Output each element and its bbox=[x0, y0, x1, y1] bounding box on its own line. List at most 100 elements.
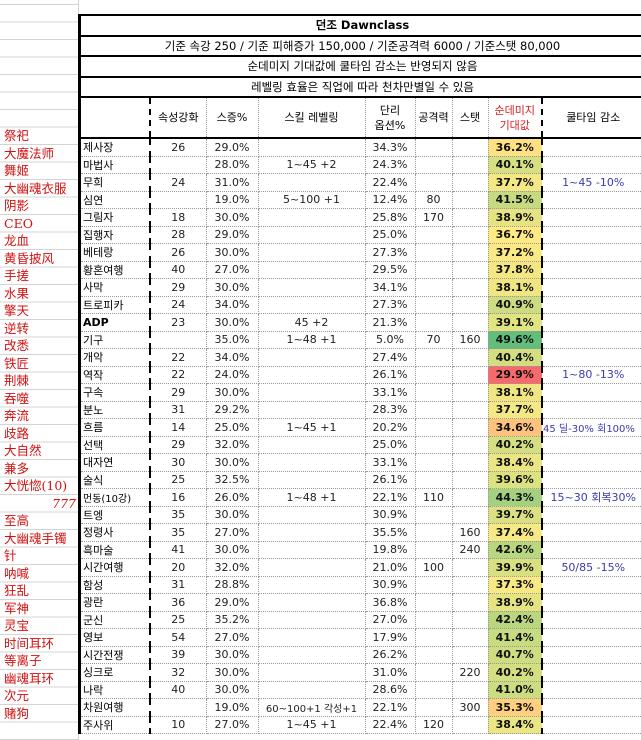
cell-elemental: 18 bbox=[150, 208, 207, 227]
cell-stat bbox=[452, 436, 489, 454]
cell-skill-leveling bbox=[258, 523, 366, 542]
cell-skill-pct: 34.0% bbox=[206, 348, 259, 367]
row-label: 等离子 bbox=[4, 653, 42, 668]
row-label: 荆棘 bbox=[4, 373, 30, 388]
cell-net-damage: 42.4% bbox=[488, 611, 543, 629]
cell-skill-leveling bbox=[258, 681, 366, 699]
row-label: 777 bbox=[52, 495, 76, 511]
cell-skill-leveling bbox=[258, 628, 366, 647]
cell-stat bbox=[452, 576, 489, 594]
cell-elemental: 24 bbox=[150, 296, 207, 314]
cell-cooldown bbox=[542, 208, 641, 227]
row-label: 龙血 bbox=[4, 233, 30, 248]
cell-stat bbox=[452, 313, 489, 332]
cell-skill-pct: 30.0% bbox=[206, 506, 259, 524]
cell-attack bbox=[415, 471, 453, 489]
cell-name: 개악 bbox=[81, 348, 151, 367]
cell-attack bbox=[415, 436, 453, 454]
cell-single-option: 34.3% bbox=[365, 138, 416, 157]
cell-net-damage: 38.9% bbox=[488, 208, 543, 227]
cell-net-damage: 36.2% bbox=[488, 138, 543, 157]
cell-stat bbox=[452, 226, 489, 244]
cell-stat bbox=[452, 156, 489, 174]
cell-name: 광란 bbox=[81, 593, 151, 612]
cell-stat bbox=[452, 471, 489, 489]
cell-name: 마법사 bbox=[81, 156, 151, 174]
cell-elemental: 29 bbox=[150, 383, 207, 402]
cell-name: 분노 bbox=[81, 401, 151, 419]
row-label: 次元 bbox=[4, 688, 30, 703]
row-label: 黄昏披风 bbox=[4, 250, 55, 266]
cell-stat bbox=[452, 261, 489, 279]
cell-cooldown bbox=[542, 646, 641, 664]
row-label: 大恍惚(10) bbox=[4, 478, 68, 493]
cell-elemental: 10 bbox=[150, 716, 207, 734]
cell-cooldown bbox=[542, 628, 641, 647]
cell-skill-pct: 35.2% bbox=[206, 611, 259, 629]
cell-skill-leveling bbox=[258, 576, 366, 594]
cell-skill-pct: 24.0% bbox=[206, 366, 259, 384]
row-label: 吞噬 bbox=[4, 390, 30, 406]
cell-attack bbox=[415, 173, 453, 192]
cell-skill-pct: 30.0% bbox=[206, 243, 259, 262]
cell-skill-leveling bbox=[258, 366, 366, 384]
cell-attack bbox=[415, 278, 453, 297]
cell-stat bbox=[452, 611, 489, 629]
cell-single-option: 22.1% bbox=[365, 488, 416, 507]
cell-single-option: 25.0% bbox=[365, 226, 416, 244]
cell-attack bbox=[415, 366, 453, 384]
cell-skill-pct: 27.0% bbox=[206, 261, 259, 279]
cell-single-option: 33.1% bbox=[365, 453, 416, 472]
cell-stat bbox=[452, 366, 489, 384]
cell-stat bbox=[452, 278, 489, 297]
cell-attack bbox=[415, 383, 453, 402]
cell-net-damage: 39.7% bbox=[488, 506, 543, 524]
cell-attack bbox=[415, 348, 453, 367]
cell-net-damage: 29.9% bbox=[488, 366, 543, 384]
row-label: 祭祀 bbox=[4, 128, 30, 143]
cell-skill-leveling: 1~45 +1 bbox=[258, 716, 366, 734]
cell-cooldown bbox=[542, 156, 641, 174]
cell-cooldown bbox=[542, 681, 641, 699]
cell-elemental: 25 bbox=[150, 471, 207, 489]
header-name bbox=[81, 98, 151, 139]
cell-skill-leveling: 1~45 +2 bbox=[258, 156, 366, 174]
cell-skill-pct: 30.0% bbox=[206, 208, 259, 227]
cell-elemental: 41 bbox=[150, 541, 207, 559]
cell-net-damage: 44.3% bbox=[488, 488, 543, 507]
cell-name: 군신 bbox=[81, 611, 151, 629]
cell-attack bbox=[415, 663, 453, 682]
table-row: 시간여행 20 32.0% 21.0% 100 39.9% 50/85 -15% bbox=[81, 558, 641, 577]
cell-single-option: 34.1% bbox=[365, 278, 416, 297]
cell-attack bbox=[415, 296, 453, 314]
cell-single-option: 26.1% bbox=[365, 366, 416, 384]
cell-elemental: 20 bbox=[150, 558, 207, 577]
cell-single-option: 27.4% bbox=[365, 348, 416, 367]
cell-net-damage: 37.7% bbox=[488, 173, 543, 192]
cell-single-option: 27.3% bbox=[365, 296, 416, 314]
cell-net-damage: 38.4% bbox=[488, 453, 543, 472]
table-row: 광란 36 29.0% 36.8% 38.9% bbox=[81, 593, 641, 612]
cell-single-option: 30.9% bbox=[365, 576, 416, 594]
cell-attack: 170 bbox=[415, 208, 453, 227]
cell-skill-pct: 27.0% bbox=[206, 716, 259, 734]
cell-elemental: 29 bbox=[150, 436, 207, 454]
row-label: 手搓 bbox=[4, 268, 30, 283]
cell-skill-pct: 27.0% bbox=[206, 628, 259, 647]
table-row: 집행자 28 29.0% 25.0% 36.7% bbox=[81, 226, 641, 244]
cell-stat bbox=[452, 401, 489, 419]
table-row: 군신 25 35.2% 27.0% 42.4% bbox=[81, 611, 641, 629]
cell-net-damage: 40.2% bbox=[488, 436, 543, 454]
table-row: 제사장 26 29.0% 34.3% 36.2% bbox=[81, 138, 641, 157]
table-row: 시간전쟁 39 30.0% 26.2% 40.7% bbox=[81, 646, 641, 664]
cell-elemental bbox=[150, 698, 207, 717]
cell-net-damage: 37.3% bbox=[488, 576, 543, 594]
cell-attack bbox=[415, 681, 453, 699]
cell-single-option: 31.0% bbox=[365, 663, 416, 682]
cell-attack bbox=[415, 611, 453, 629]
cell-cooldown: 15~30 회복30% bbox=[542, 488, 641, 507]
row-label: 铁匠 bbox=[4, 355, 30, 371]
cell-attack bbox=[415, 698, 453, 717]
cell-skill-pct: 32.0% bbox=[206, 436, 259, 454]
cell-skill-leveling bbox=[258, 453, 366, 472]
